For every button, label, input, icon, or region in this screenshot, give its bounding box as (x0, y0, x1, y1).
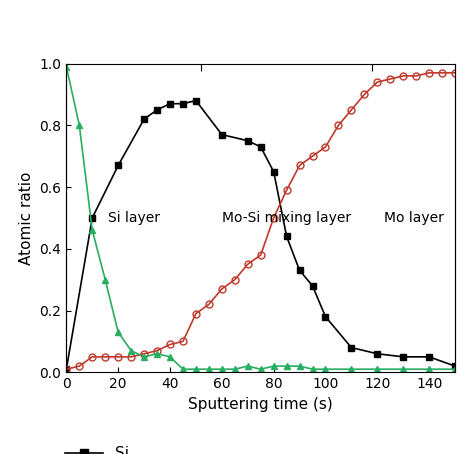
Mo (258, 252, 264, 258)
Mo (323, 144, 328, 150)
Line: Mo: Mo (63, 69, 458, 373)
O (193, 366, 199, 372)
Text: Mo-Si mixing layer: Mo-Si mixing layer (222, 211, 351, 225)
O (284, 363, 290, 369)
O (115, 330, 121, 335)
O (401, 366, 406, 372)
Mo (219, 286, 225, 291)
Si (167, 101, 173, 106)
Line: O: O (63, 63, 458, 373)
O (76, 123, 82, 128)
Si (452, 363, 458, 369)
O (271, 363, 276, 369)
Si (297, 268, 302, 273)
O (258, 366, 264, 372)
Mo (362, 92, 367, 97)
Mo (297, 163, 302, 168)
Mo (206, 301, 212, 307)
O (154, 351, 160, 356)
O (180, 366, 186, 372)
Si (258, 144, 264, 150)
Si (374, 351, 380, 356)
Mo (374, 79, 380, 85)
Y-axis label: Atomic ratio: Atomic ratio (19, 171, 34, 265)
Si (154, 107, 160, 113)
Mo (90, 354, 95, 360)
Si (90, 215, 95, 221)
O (323, 366, 328, 372)
Si (115, 163, 121, 168)
Si (401, 354, 406, 360)
Si (245, 138, 251, 143)
Mo (193, 311, 199, 316)
Text: Mo layer: Mo layer (383, 211, 444, 225)
O (206, 366, 212, 372)
Mo (64, 366, 69, 372)
Mo (336, 123, 341, 128)
Legend: Si, Mo, O: Si, Mo, O (59, 440, 144, 454)
Mo (439, 70, 445, 75)
Mo (284, 188, 290, 193)
Mo (76, 363, 82, 369)
Mo (348, 107, 354, 113)
O (64, 64, 69, 69)
Mo (271, 215, 276, 221)
Si (64, 366, 69, 372)
Si (284, 234, 290, 239)
Si (271, 169, 276, 174)
Si (426, 354, 432, 360)
Si (219, 132, 225, 137)
O (232, 366, 237, 372)
Si (348, 345, 354, 350)
Mo (245, 262, 251, 267)
Mo (232, 277, 237, 282)
O (452, 366, 458, 372)
Mo (180, 339, 186, 344)
Mo (102, 354, 108, 360)
Mo (141, 351, 147, 356)
O (167, 354, 173, 360)
Mo (413, 73, 419, 79)
Mo (310, 153, 315, 159)
Si (193, 98, 199, 104)
Si (180, 101, 186, 106)
O (219, 366, 225, 372)
Mo (452, 70, 458, 75)
Mo (115, 354, 121, 360)
O (90, 227, 95, 233)
O (348, 366, 354, 372)
Text: Si layer: Si layer (108, 211, 160, 225)
X-axis label: Sputtering time (s): Sputtering time (s) (188, 397, 333, 412)
O (141, 354, 147, 360)
Si (141, 116, 147, 122)
Mo (387, 76, 393, 82)
Si (310, 283, 315, 289)
O (102, 277, 108, 282)
Si (323, 314, 328, 320)
O (426, 366, 432, 372)
O (245, 363, 251, 369)
Mo (167, 342, 173, 347)
Mo (128, 354, 134, 360)
O (128, 348, 134, 353)
Line: Si: Si (63, 97, 458, 373)
Mo (154, 348, 160, 353)
O (310, 366, 315, 372)
Mo (426, 70, 432, 75)
Mo (401, 73, 406, 79)
O (297, 363, 302, 369)
O (374, 366, 380, 372)
